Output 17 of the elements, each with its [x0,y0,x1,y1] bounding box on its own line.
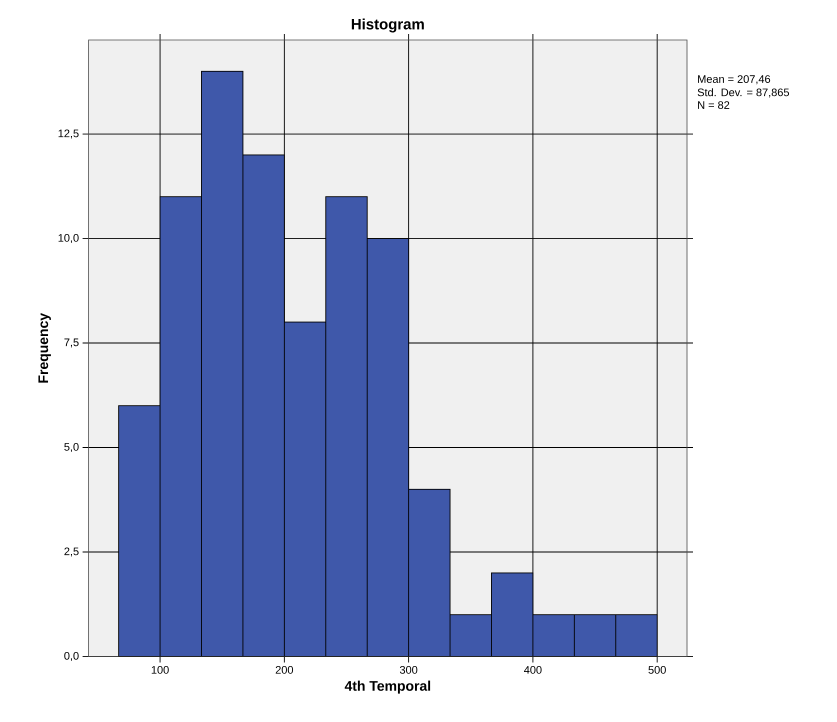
y-tick-label: 7,5 [64,338,79,348]
y-tick-label: 0,0 [64,652,79,662]
text: Std. Dev. = 87,865 [698,88,790,98]
x-axis-title: 4th Temporal [344,680,430,694]
y-tick-label: 12,5 [58,130,79,139]
x-tick-label: 500 [648,666,666,674]
x-tick-label: 100 [152,666,169,674]
x-tick-label: 200 [276,666,294,674]
y-tick-label: 10,0 [58,234,79,244]
y-axis-title: Frequency [38,313,51,383]
x-tick-label: 400 [524,666,542,674]
y-tick-label: 5,0 [64,442,79,452]
chart-title: Histogram [352,18,424,32]
y-tick-label: 2,5 [64,547,79,557]
text: N = 82 [698,101,730,109]
text: Mean = 207,46 [698,75,770,84]
x-tick-label: 300 [400,666,418,674]
